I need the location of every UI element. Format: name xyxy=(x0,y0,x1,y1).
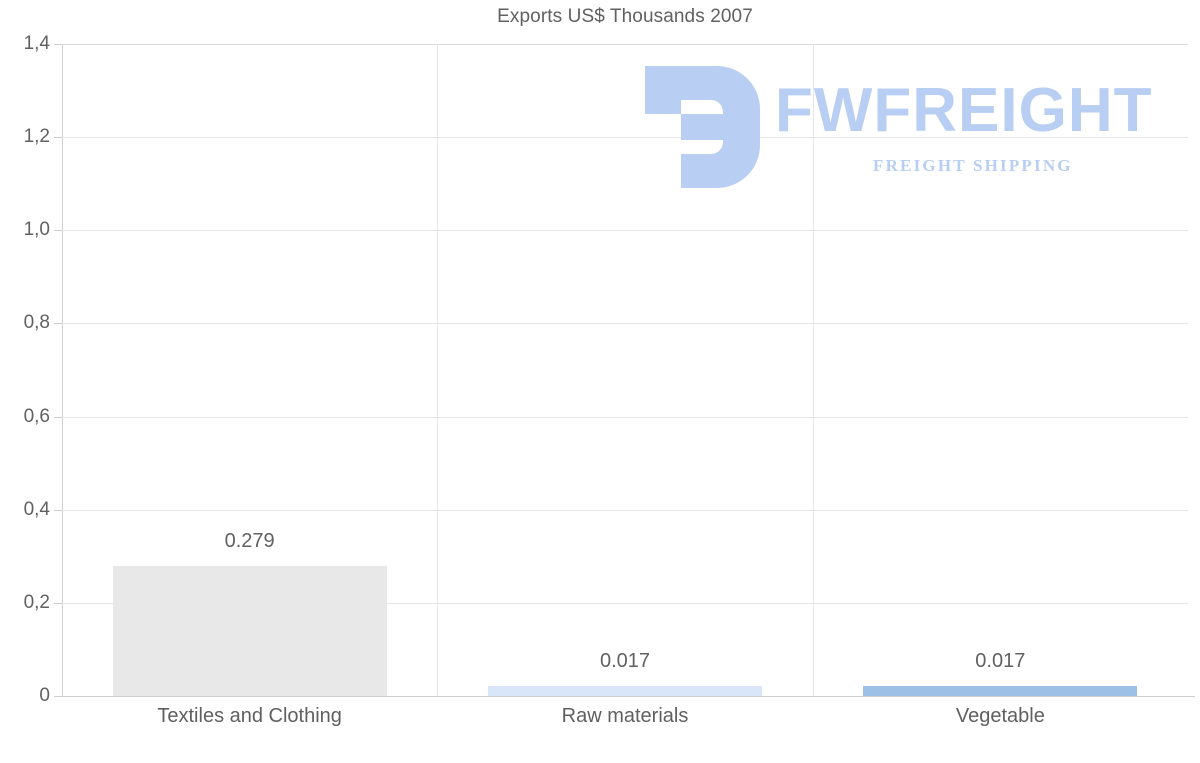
bar[interactable] xyxy=(863,686,1138,696)
bar[interactable] xyxy=(112,566,387,696)
y-tick-label: 0,6 xyxy=(23,405,50,427)
chart-title: Exports US$ Thousands 2007 xyxy=(497,6,753,27)
y-tick-label: 1,0 xyxy=(23,219,50,241)
y-tick-label: 0,4 xyxy=(23,498,50,520)
y-tick-label: 1,4 xyxy=(23,33,50,54)
bar-value-label: 0.017 xyxy=(975,650,1026,672)
gridline-horizontal xyxy=(62,44,1188,45)
gridline-horizontal xyxy=(62,509,1188,511)
y-tick-label: 0,2 xyxy=(23,591,50,613)
y-tick-mark xyxy=(54,137,62,139)
y-tick-label: 0,8 xyxy=(23,312,50,334)
gridline-horizontal xyxy=(62,416,1188,418)
y-tick-mark xyxy=(54,230,62,232)
y-tick-mark xyxy=(54,696,62,697)
y-tick-label: 0 xyxy=(39,685,50,706)
gridline-horizontal xyxy=(62,323,1188,325)
y-axis-line xyxy=(62,44,63,696)
gridline-horizontal xyxy=(62,230,1188,232)
plot-area: 0.279 0.017 0.017 xyxy=(62,44,1195,697)
y-tick-mark xyxy=(54,509,62,511)
y-tick-mark xyxy=(54,416,62,418)
gridline-horizontal xyxy=(62,602,1188,604)
x-tick-label: Vegetable xyxy=(955,705,1045,727)
bar-value-label: 0.279 xyxy=(224,530,275,553)
x-tick-label: Textiles and Clothing xyxy=(157,705,342,727)
y-tick-mark xyxy=(54,602,62,604)
y-tick-mark xyxy=(54,44,62,45)
gridline-vertical xyxy=(437,44,439,696)
y-tick-label: 1,2 xyxy=(23,126,50,148)
bar-value-label: 0.017 xyxy=(599,650,651,672)
y-tick-mark xyxy=(54,323,62,325)
x-tick-label: Raw materials xyxy=(561,705,689,727)
gridline-vertical xyxy=(812,44,814,696)
bar[interactable] xyxy=(488,686,762,696)
gridline-horizontal xyxy=(62,137,1188,139)
gridline-horizontal xyxy=(62,696,1195,697)
